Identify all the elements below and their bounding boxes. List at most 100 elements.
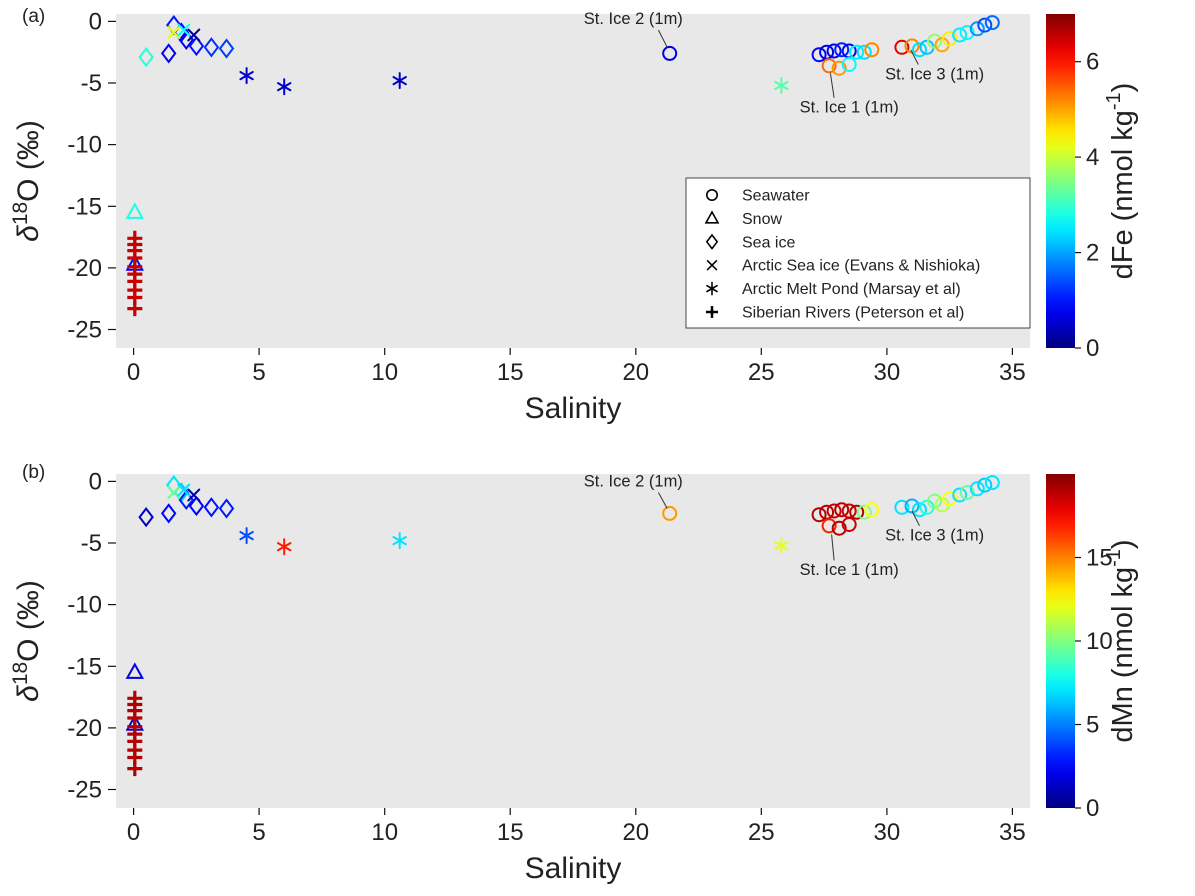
legend-label: Arctic Sea ice (Evans & Nishioka) xyxy=(742,258,980,275)
marker-asterisk xyxy=(277,78,292,96)
chart-panel-a: 0 5 10 15 20 25 30 350-5-10-15-20-25Salinityδ18… xyxy=(9,8,1139,425)
marker-x xyxy=(187,28,201,42)
marker-diamond xyxy=(218,38,235,59)
x-tick-label: 10 xyxy=(371,819,398,846)
marker-diamond xyxy=(203,37,220,58)
marker-circle xyxy=(819,504,835,520)
x-tick-label: 35 xyxy=(999,359,1026,386)
marker-circle xyxy=(826,503,842,519)
marker-diamond xyxy=(188,35,205,57)
legend-label: Arctic Melt Pond (Marsay et al) xyxy=(742,281,961,298)
colorbar-tick-label: 4 xyxy=(1086,144,1099,171)
y-tick-label: -20 xyxy=(67,255,102,282)
marker-circle xyxy=(904,498,920,514)
panel-label-b: (b) xyxy=(22,462,46,483)
marker-circle xyxy=(894,499,910,515)
colorbar-tick-label: 2 xyxy=(1086,240,1099,267)
y-tick-label: -25 xyxy=(67,317,102,344)
annotation-leader-line xyxy=(657,492,668,509)
annotation-leader-line xyxy=(910,49,919,65)
marker-circle xyxy=(834,502,850,518)
marker-circle xyxy=(927,493,943,509)
marker-asterisk xyxy=(774,77,789,94)
y-tick-label: 0 xyxy=(89,468,102,495)
x-axis-label: Salinity xyxy=(525,392,622,425)
x-tick-label: 25 xyxy=(748,819,775,846)
marker-circle xyxy=(912,42,927,58)
colorbar-tick-label: 0 xyxy=(1086,795,1099,822)
legend-label: Snow xyxy=(742,211,782,228)
y-axis-label: δ18O (‰) xyxy=(9,580,45,702)
marker-circle xyxy=(969,21,985,37)
y-axis-label: δ18O (‰) xyxy=(9,120,45,242)
marker-asterisk xyxy=(239,67,254,85)
series-arctic-melt-pond-marsay-et-al xyxy=(239,527,789,556)
marker-circle xyxy=(856,504,872,520)
x-tick-label: 0 xyxy=(127,819,140,846)
marker-x xyxy=(706,260,718,271)
annotation-leader-line xyxy=(831,534,835,561)
x-tick-label: 10 xyxy=(371,359,398,386)
annotation-label: St. Ice 3 (1m) xyxy=(885,527,984,545)
y-tick-label: -25 xyxy=(67,777,102,804)
y-tick-label: -10 xyxy=(67,592,102,619)
marker-diamond xyxy=(188,495,205,517)
x-tick-label: 0 xyxy=(127,359,140,386)
marker-circle xyxy=(821,58,837,74)
marker-circle xyxy=(826,43,842,59)
panel-label-a: (a) xyxy=(22,6,46,27)
x-tick-label: 20 xyxy=(622,819,649,846)
marker-circle xyxy=(856,44,872,60)
annotation-label: St. Ice 1 (1m) xyxy=(800,561,899,579)
marker-circle xyxy=(927,33,943,49)
y-tick-label: -20 xyxy=(67,715,102,742)
marker-asterisk xyxy=(277,538,292,556)
marker-circle xyxy=(864,502,880,518)
marker-diamond xyxy=(218,498,235,519)
marker-diamond xyxy=(160,43,177,64)
marker-circle xyxy=(841,57,857,72)
series-arctic-sea-ice-evans-nishioka xyxy=(167,23,201,42)
marker-x xyxy=(167,486,181,499)
marker-circle xyxy=(831,60,847,76)
x-tick-label: 25 xyxy=(748,359,775,386)
y-tick-label: -5 xyxy=(81,530,102,557)
legend: Seawater Snow Sea ice Arctic Sea ice (Evans… xyxy=(685,177,1031,329)
marker-circle xyxy=(894,39,910,55)
annotation-label: St. Ice 1 (1m) xyxy=(800,99,899,117)
marker-circle xyxy=(959,485,975,500)
marker-diamond xyxy=(160,503,177,524)
y-tick-label: -5 xyxy=(81,70,102,97)
legend-label: Seawater xyxy=(742,188,810,205)
marker-plus xyxy=(706,306,718,318)
marker-asterisk xyxy=(392,532,407,550)
x-tick-label: 5 xyxy=(252,359,265,386)
marker-circle xyxy=(959,25,975,40)
marker-plus xyxy=(127,301,143,317)
marker-asterisk xyxy=(706,281,718,296)
annotation-leader-line xyxy=(829,73,835,98)
marker-diamond xyxy=(138,46,154,68)
marker-circle xyxy=(864,42,880,58)
marker-triangle xyxy=(125,662,144,679)
colorbar xyxy=(1046,474,1075,808)
series-arctic-melt-pond-marsay-et-al xyxy=(239,67,789,96)
marker-circle xyxy=(662,45,678,61)
marker-circle xyxy=(705,189,718,202)
marker-circle xyxy=(811,47,827,63)
marker-asterisk xyxy=(774,537,789,554)
y-tick-label: -10 xyxy=(67,132,102,159)
marker-circle xyxy=(831,520,847,536)
marker-circle xyxy=(849,44,865,60)
x-tick-label: 20 xyxy=(622,359,649,386)
colorbar-label: dFe (nmol kg-1) xyxy=(1103,83,1139,280)
annotation-label: St. Ice 2 (1m) xyxy=(584,10,683,28)
x-tick-label: 15 xyxy=(497,819,524,846)
plot-area xyxy=(116,474,1030,808)
series-siberian-rivers-peterson-et-al xyxy=(127,230,143,317)
marker-diamond xyxy=(203,497,220,518)
chart-panel-b: 0 5 10 15 20 25 30 35 0 -5 -10 -15 -20 -25 Salinity δ18… xyxy=(9,468,1139,885)
marker-circle xyxy=(942,491,958,507)
y-tick-label: -15 xyxy=(67,653,102,680)
